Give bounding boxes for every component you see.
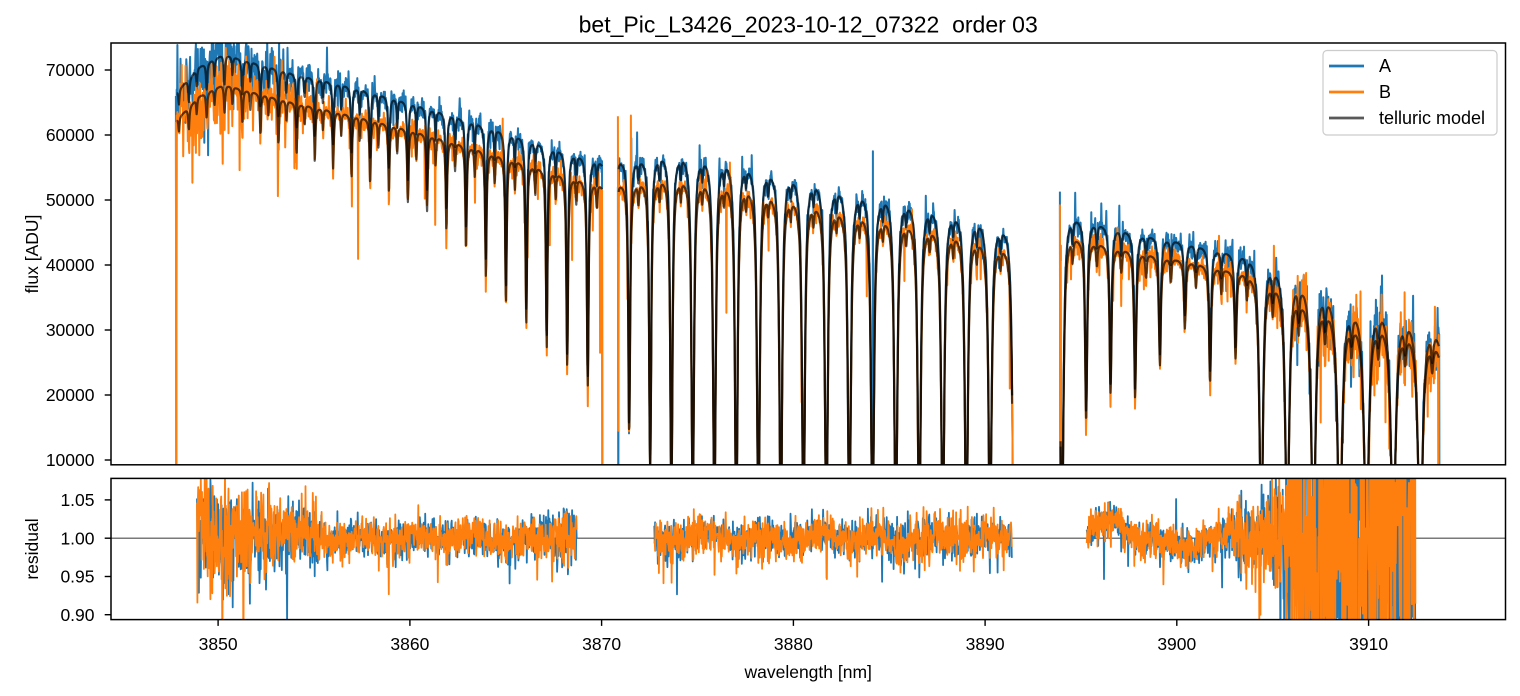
svg-text:3860: 3860 <box>390 634 429 654</box>
svg-text:0.90: 0.90 <box>60 605 94 625</box>
svg-text:3900: 3900 <box>1157 634 1196 654</box>
svg-text:3870: 3870 <box>582 634 621 654</box>
svg-text:wavelength [nm]: wavelength [nm] <box>743 662 871 682</box>
svg-text:B: B <box>1379 82 1391 102</box>
svg-text:1.05: 1.05 <box>60 490 94 510</box>
svg-text:residual: residual <box>22 518 42 579</box>
svg-text:60000: 60000 <box>46 125 95 145</box>
svg-text:10000: 10000 <box>46 450 95 470</box>
svg-text:50000: 50000 <box>46 190 95 210</box>
svg-text:bet_Pic_L3426_2023-10-12_07322: bet_Pic_L3426_2023-10-12_07322 order 03 <box>579 12 1038 38</box>
svg-text:40000: 40000 <box>46 255 95 275</box>
svg-text:30000: 30000 <box>46 320 95 340</box>
svg-text:A: A <box>1379 56 1391 76</box>
svg-text:20000: 20000 <box>46 385 95 405</box>
svg-text:70000: 70000 <box>46 60 95 80</box>
svg-text:3890: 3890 <box>966 634 1005 654</box>
svg-text:telluric model: telluric model <box>1379 108 1485 128</box>
svg-text:flux [ADU]: flux [ADU] <box>22 215 42 294</box>
svg-text:3910: 3910 <box>1349 634 1388 654</box>
svg-text:0.95: 0.95 <box>60 567 94 587</box>
svg-text:1.00: 1.00 <box>60 528 94 548</box>
svg-text:3880: 3880 <box>774 634 813 654</box>
svg-text:3850: 3850 <box>199 634 238 654</box>
